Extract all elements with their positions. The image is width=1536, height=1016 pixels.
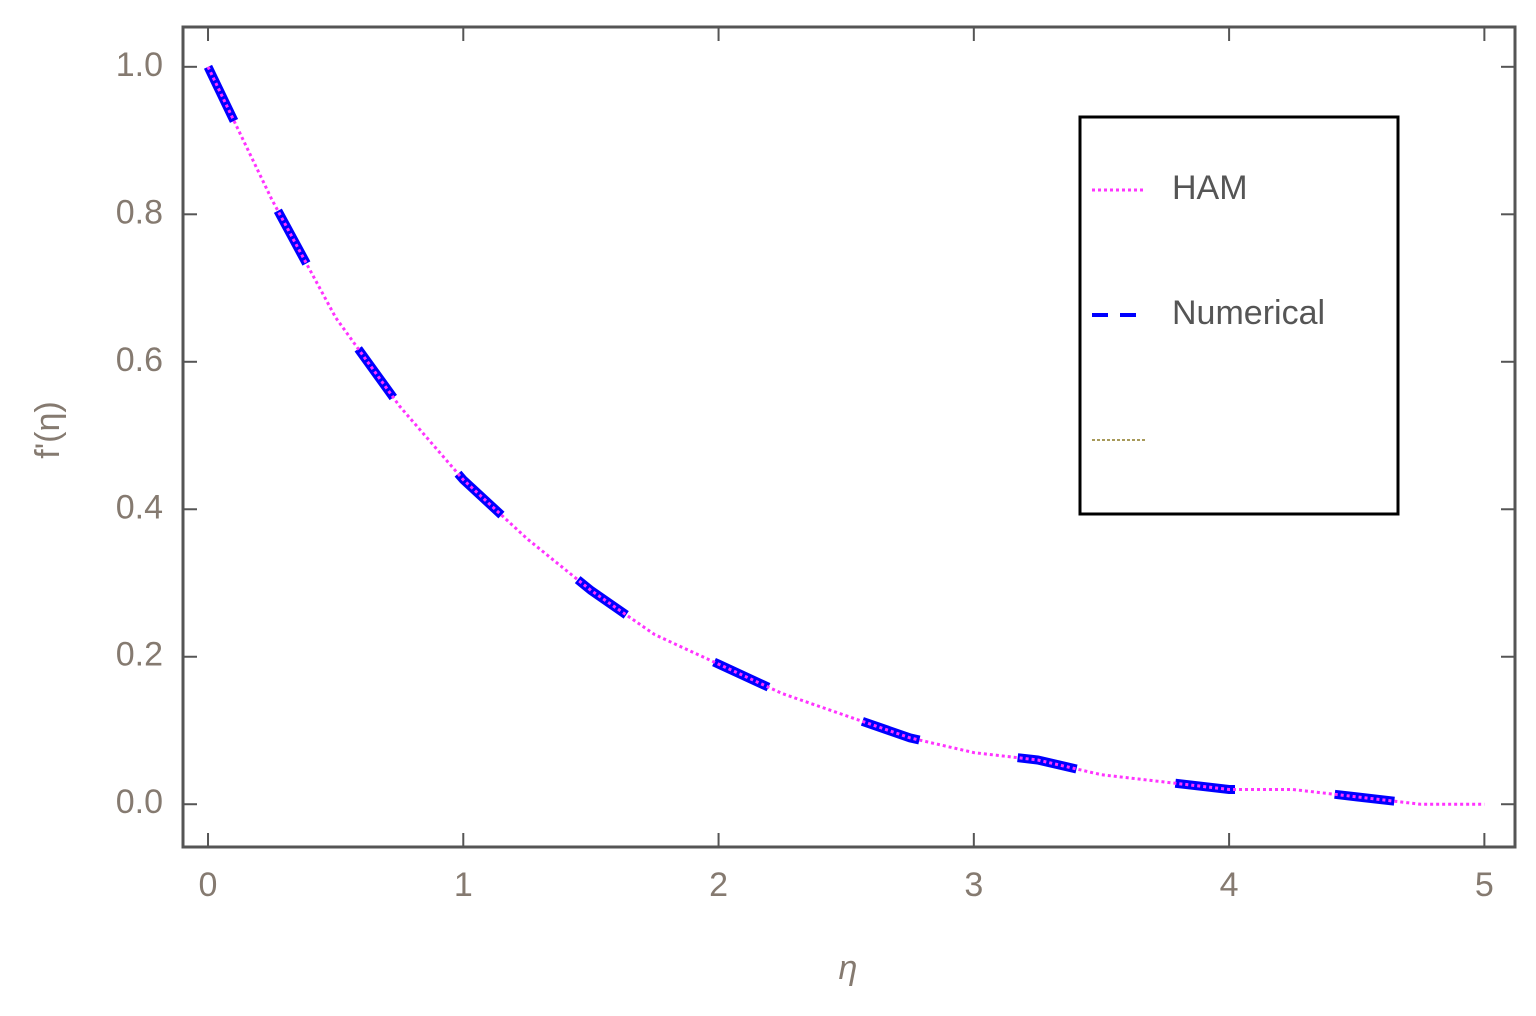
x-tick-label: 0 — [199, 866, 218, 904]
y-axis-label: f'(η) — [29, 401, 67, 459]
plot-frame — [181, 25, 1517, 849]
x-tick-label: 5 — [1475, 866, 1494, 904]
x-tick-label: 4 — [1220, 866, 1239, 904]
x-tick-label: 1 — [454, 866, 473, 904]
y-tick-label: 0.0 — [116, 783, 163, 821]
y-tick-label: 0.6 — [116, 341, 163, 379]
y-tick-label: 0.8 — [116, 193, 163, 231]
legend-label: Numerical — [1172, 294, 1325, 332]
x-tick-label: 2 — [709, 866, 728, 904]
y-tick-label: 0.2 — [116, 636, 163, 674]
series-line — [206, 66, 1485, 806]
x-tick-label: 3 — [964, 866, 983, 904]
legend: HAM Numerical — [1078, 115, 1400, 516]
legend-label: HAM — [1172, 169, 1248, 207]
x-axis-label: η — [839, 949, 858, 987]
y-tick-label: 0.4 — [116, 488, 163, 526]
y-tick-label: 1.0 — [116, 46, 163, 84]
